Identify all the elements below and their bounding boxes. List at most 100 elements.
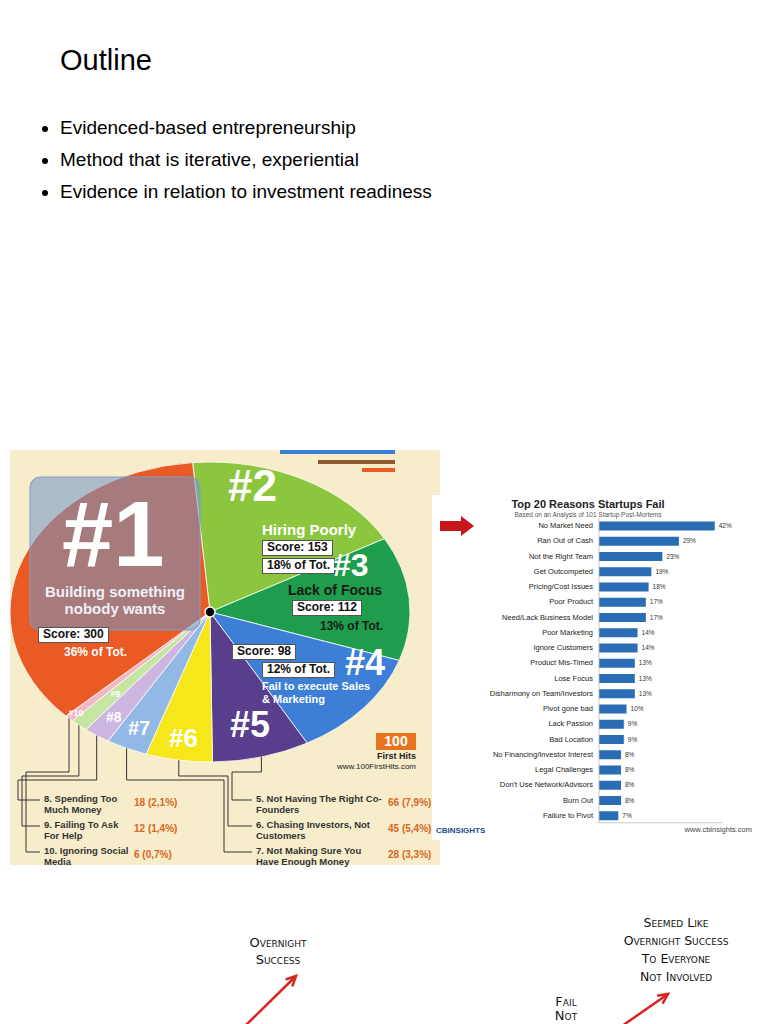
- data-label: 17%: [650, 613, 663, 623]
- bar-figure: [432, 495, 768, 840]
- slice-score: Score: 112: [292, 600, 362, 616]
- legend-value: 12 (1,4%): [134, 823, 177, 835]
- legend-value: 6 (0,7%): [134, 849, 172, 861]
- pie-slice: [10, 463, 210, 716]
- category-label: No Financing/Investor Interest: [393, 750, 593, 760]
- legend-label: 6. Chasing Investors, Not Customers: [256, 819, 382, 841]
- decor-bar: [362, 468, 395, 472]
- outline-item: Evidence in relation to investment readi…: [60, 176, 432, 208]
- data-label: 8%: [625, 765, 634, 775]
- category-label: Ran Out of Cash: [393, 536, 593, 546]
- highlight-box: [30, 477, 200, 630]
- slice-rank: #9: [111, 689, 121, 698]
- source-url: www.cbinsights.com: [600, 826, 752, 835]
- data-label: 17%: [650, 597, 663, 607]
- bar: [599, 689, 635, 698]
- data-label: 10%: [631, 704, 644, 714]
- bar: [599, 735, 624, 744]
- slice-rank: #10: [68, 709, 83, 718]
- data-label: 14%: [642, 628, 655, 638]
- cartoon-arrow: [622, 994, 668, 1024]
- bar: [599, 628, 638, 637]
- slice-score: Score: 153: [262, 540, 333, 556]
- data-label: 29%: [683, 536, 696, 546]
- cartoon-text: Not Involved: [586, 970, 766, 984]
- category-label: Product Mis-Timed: [393, 658, 593, 668]
- slide-title: Outline: [60, 44, 152, 77]
- source-url: www.100FirstHits.com: [296, 762, 416, 771]
- legend-connector: [179, 760, 252, 826]
- slice-rank: #5: [230, 707, 270, 743]
- slice-rank: #2: [228, 464, 277, 508]
- legend-value: 18 (2,1%): [134, 797, 177, 809]
- slice-rank: #4: [345, 645, 385, 681]
- category-label: Need/Lack Business Model: [393, 613, 593, 623]
- bar: [599, 567, 651, 576]
- data-label: 8%: [625, 750, 634, 760]
- logo-text: First Hits: [338, 751, 416, 761]
- data-label: 7%: [622, 811, 631, 821]
- bar: [599, 644, 638, 653]
- cartoon-text: Success: [198, 953, 358, 967]
- cartoon-arrowhead: [286, 976, 296, 986]
- category-label: Lack Passion: [393, 719, 593, 729]
- bar: [599, 552, 662, 561]
- bar: [599, 674, 635, 683]
- data-label: 13%: [639, 658, 652, 668]
- bar: [599, 598, 646, 607]
- x-axis-line: [599, 822, 723, 823]
- slice-rank: #8: [106, 710, 122, 724]
- slice-score: Score: 300: [38, 627, 109, 643]
- data-label: 8%: [625, 780, 634, 790]
- slice-rank: #1: [62, 488, 164, 580]
- category-label: Lose Focus: [393, 674, 593, 684]
- slice-percent: 36% of Tot.: [64, 646, 127, 660]
- legend-label: 10. Ignoring Social Media: [44, 845, 130, 867]
- logo-text: CBINSIGHTS: [436, 826, 485, 835]
- category-label: No Market Need: [393, 521, 593, 531]
- cartoon-text: Not: [516, 1009, 616, 1023]
- data-label: 8%: [625, 796, 634, 806]
- bars: [599, 522, 715, 821]
- legend-label: 9. Failing To Ask For Help: [44, 819, 130, 841]
- pie-center: [205, 607, 215, 617]
- category-label: Disharmony on Team/Investors: [393, 689, 593, 699]
- category-label: Get Outcompeted: [393, 567, 593, 577]
- category-label: Failure to Pivot: [393, 811, 593, 821]
- bar: [599, 720, 624, 729]
- slice-label: Building something nobody wants: [30, 583, 200, 617]
- slice-rank: #7: [128, 718, 150, 738]
- category-label: Don't Use Network/Advisors: [393, 780, 593, 790]
- bar-background: [432, 495, 768, 840]
- category-label: Ignore Customers: [393, 643, 593, 653]
- legend-value: 66 (7,9%): [388, 797, 431, 809]
- logo-number: 100: [376, 734, 416, 749]
- slice-rank: #6: [169, 725, 198, 751]
- category-label: Pivot gone bad: [393, 704, 593, 714]
- slice-label: Hiring Poorly: [262, 521, 382, 538]
- category-label: Legal Challenges: [393, 765, 593, 775]
- category-label: Bad Location: [393, 735, 593, 745]
- bar: [599, 522, 715, 531]
- bar: [599, 537, 679, 546]
- category-label: Poor Marketing: [393, 628, 593, 638]
- data-label: 13%: [639, 674, 652, 684]
- cartoon-text: Fail: [516, 995, 616, 1009]
- data-label: 9%: [628, 719, 637, 729]
- slice-score: Score: 98: [232, 644, 296, 660]
- bar: [599, 613, 646, 622]
- bar: [599, 750, 621, 759]
- data-label: 19%: [655, 567, 668, 577]
- pie-background: [10, 450, 440, 865]
- data-label: 42%: [719, 521, 732, 531]
- cartoon-text: Overnight Success: [586, 934, 766, 948]
- pie-slices: [10, 462, 410, 762]
- cartoon-arrow: [245, 976, 296, 1024]
- data-label: 14%: [642, 643, 655, 653]
- cartoon-text: Overnight: [198, 936, 358, 950]
- data-label: 18%: [653, 582, 666, 592]
- bar: [599, 583, 649, 592]
- slice-percent: 13% of Tot.: [320, 620, 383, 634]
- page: OutlineEvidenced-based entrepreneurshipM…: [0, 0, 768, 1024]
- bar: [599, 766, 621, 775]
